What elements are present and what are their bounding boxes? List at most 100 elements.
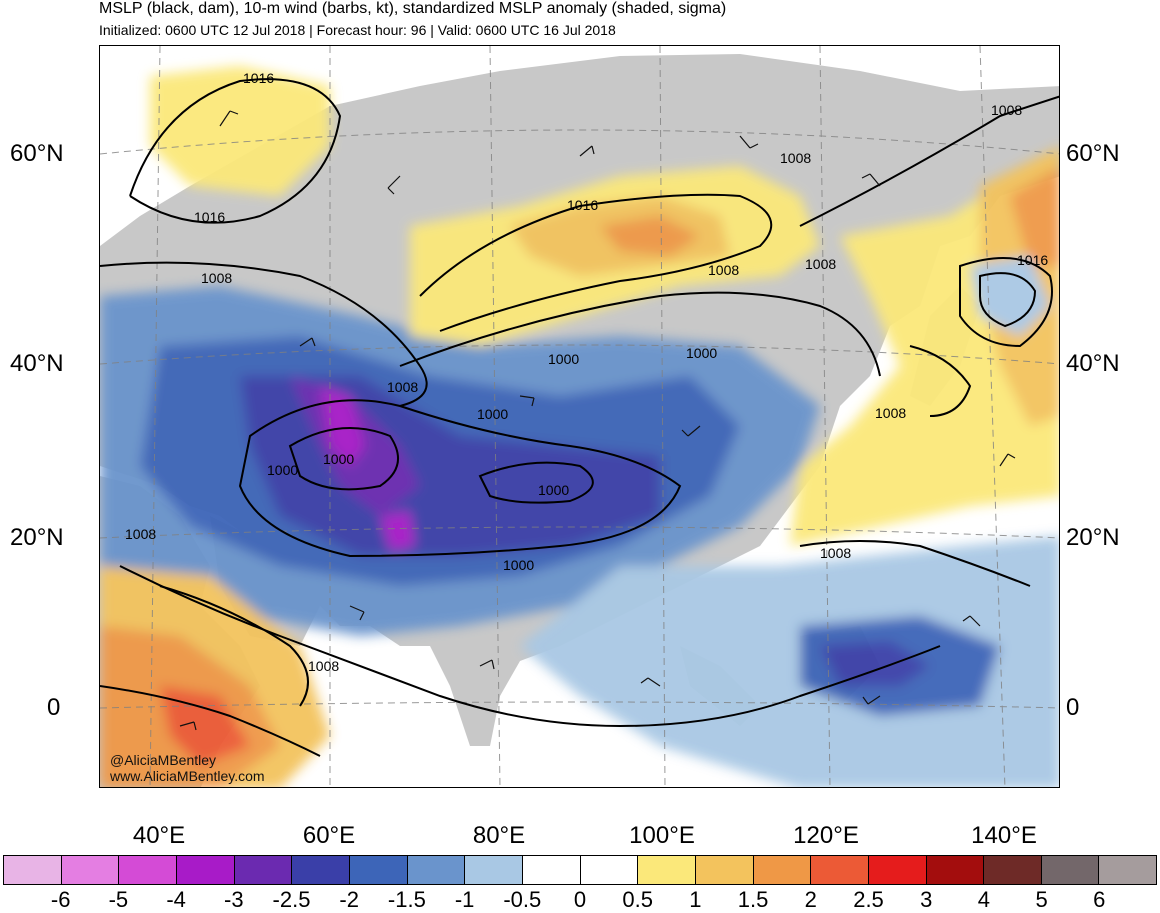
colorbar-swatch: [522, 856, 581, 884]
wind-barb: [179, 721, 197, 731]
lat-label-20n-left: 20°N: [10, 524, 64, 551]
isobar-1008-central: [399, 291, 881, 377]
contour-label: 1008: [201, 270, 232, 286]
isobar-1016-africa: [100, 685, 321, 757]
contour-label: 1008: [125, 526, 156, 542]
contour-label: 1000: [477, 406, 508, 422]
anomaly-red-africa: [160, 686, 250, 766]
meridian-100e: [659, 46, 666, 787]
lon-label-120e: 120°E: [793, 822, 859, 849]
contour-label: 1008: [991, 102, 1022, 118]
anomaly-purple-1: [320, 386, 365, 466]
anomaly-deep-maritime: [820, 641, 930, 686]
meridian-80e: [489, 46, 501, 787]
isobar-1016-japan-inner: [979, 272, 1037, 328]
isobar-1016-siberia: [419, 193, 773, 332]
lon-label-40e: 40°E: [132, 822, 186, 849]
colorbar-tick-label: 5: [1035, 887, 1048, 912]
lat-label-eq-right: 0: [1066, 694, 1080, 721]
contour-label: 1000: [267, 462, 298, 478]
map-canvas: 1016 1016 1016 1016 1008 1008 1008 1008 …: [100, 46, 1059, 787]
contour-label: 1000: [323, 451, 354, 467]
contour-label: 1016: [567, 197, 598, 213]
wind-barb: [962, 615, 981, 627]
isobar-1016-scandinavia: [129, 78, 342, 224]
anomaly-red-northeast: [1010, 167, 1059, 266]
wind-barb: [579, 145, 595, 157]
colorbar-swatch: [234, 856, 293, 884]
contour-label: 1016: [243, 70, 274, 86]
wind-barb: [861, 173, 881, 187]
colorbar-swatch: [119, 856, 177, 884]
colorbar-swatch: [1041, 856, 1100, 884]
colorbar-tick-label: -0.5: [503, 887, 542, 912]
colorbar-tick-label: 0.5: [622, 887, 653, 912]
contour-labels: 1016 1016 1016 1016 1008 1008 1008 1008 …: [125, 70, 1048, 674]
isobars: [100, 78, 1059, 757]
contour-label: 1016: [194, 209, 225, 225]
wind-barb: [519, 395, 535, 407]
colorbar-tick-label: -3: [224, 887, 244, 912]
parallel-40n: [100, 344, 1059, 365]
colorbar-tick-label: -4: [166, 887, 186, 912]
isobar-1000-inner: [288, 427, 399, 491]
lat-label-60n-left: 60°N: [10, 140, 64, 167]
lat-label-20n-right: 20°N: [1066, 524, 1120, 551]
lat-label-40n-right: 40°N: [1066, 350, 1120, 377]
colorbar-tick-label: -1.5: [387, 887, 426, 912]
contour-label: 1008: [308, 658, 339, 674]
colorbar-swatch: [4, 856, 62, 884]
colorbar-tick-label: 1.5: [737, 887, 769, 912]
colorbar-swatch: [926, 856, 985, 884]
parallel-60n: [100, 129, 1059, 155]
lat-label-eq-left: 0: [47, 694, 61, 721]
lon-label-60e: 60°E: [302, 822, 356, 849]
map-subtitle: Initialized: 0600 UTC 12 Jul 2018 | Fore…: [99, 22, 616, 38]
colorbar-swatch: [349, 856, 408, 884]
contour-label: 1008: [780, 150, 811, 166]
colorbar-swatch: [1099, 856, 1157, 884]
colorbar-swatch: [407, 856, 466, 884]
wind-barb: [387, 175, 401, 195]
colorbar-swatch: [695, 856, 754, 884]
graticule: [100, 46, 1059, 787]
colorbar-swatch: [292, 856, 350, 884]
colorbar-swatch: [753, 856, 812, 884]
map-title: MSLP (black, dam), 10-m wind (barbs, kt)…: [99, 0, 727, 17]
colorbar-swatch: [465, 856, 523, 884]
colorbar: [3, 855, 1157, 885]
meridian-40e: [149, 46, 161, 787]
lon-label-100e: 100°E: [629, 822, 695, 849]
lon-label-80e: 80°E: [472, 822, 526, 849]
isobar-1008-north: [100, 261, 428, 407]
colorbar-swatch: [580, 856, 639, 884]
meridian-140e: [979, 46, 1006, 787]
wind-barb: [299, 337, 316, 347]
contour-label: 1008: [875, 405, 906, 421]
credit-handle: @AliciaMBentley: [110, 752, 217, 768]
parallel-eq: [100, 701, 1059, 709]
wind-barbs: [179, 110, 1016, 731]
colorbar-swatch: [868, 856, 927, 884]
isobar-1008-pacific: [799, 540, 1031, 587]
contour-label: 1000: [686, 345, 717, 361]
wind-barb: [681, 425, 701, 437]
isobar-1016-japan-outer: [959, 257, 1053, 348]
colorbar-tick-label: -1: [454, 887, 475, 912]
colorbar-tick-label: -2.5: [272, 887, 311, 912]
colorbar-tick-label: 2: [804, 887, 817, 912]
isobar-1008-sea: [909, 345, 972, 417]
colorbar-swatch: [176, 856, 235, 884]
anomaly-darkorange-siberia: [600, 216, 700, 256]
wind-barb: [349, 605, 365, 621]
wind-barb: [219, 110, 239, 127]
wind-barb: [640, 677, 661, 687]
isobar-1000-low: [238, 399, 682, 558]
colorbar-tick-label: 0: [573, 887, 587, 912]
anomaly-purple-2: [380, 511, 415, 551]
colorbar-swatch: [638, 856, 696, 884]
contour-label: 1008: [805, 256, 836, 272]
credit-website: www.AliciaMBentley.com: [110, 768, 265, 784]
colorbar-tick-label: 2.5: [853, 887, 884, 912]
colorbar-swatch: [811, 856, 869, 884]
